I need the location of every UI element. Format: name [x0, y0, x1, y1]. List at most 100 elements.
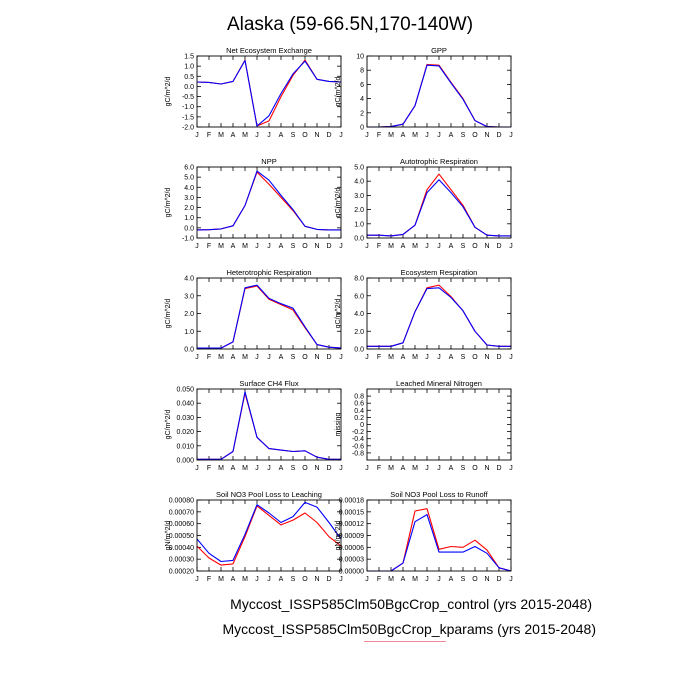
- x-tick-label: J: [509, 132, 513, 139]
- x-tick-label: J: [509, 465, 513, 472]
- x-tick-label: F: [377, 354, 381, 361]
- x-tick-label: F: [207, 576, 211, 583]
- x-tick-label: S: [291, 354, 296, 361]
- panel-5: Heterotrophic Respiration gC/m^2/d 4.0 3.0 2…: [165, 268, 343, 361]
- y-tick-label: -0.4: [352, 436, 364, 443]
- x-tick-label: D: [326, 465, 331, 472]
- y-tick-label: 0.00009: [339, 533, 364, 540]
- y-tick-label: 8.0: [354, 276, 364, 283]
- x-tick-label: O: [472, 243, 478, 250]
- y-tick-label: 0.0: [354, 236, 364, 243]
- x-tick-label: J: [255, 576, 259, 583]
- x-tick-label: M: [242, 354, 248, 361]
- x-tick-label: A: [279, 465, 284, 472]
- y-tick-label: 0.010: [176, 443, 194, 450]
- x-tick-label: J: [509, 576, 513, 583]
- y-tick-label: 2.0: [354, 329, 364, 336]
- text-cursor-underline: [364, 641, 446, 642]
- x-tick-label: O: [472, 576, 478, 583]
- x-tick-label: F: [377, 132, 381, 139]
- y-tick-label: 0.000: [176, 458, 194, 465]
- y-tick-label: 0.00000: [339, 569, 364, 576]
- plot-frame: [196, 277, 342, 350]
- plot-frame: [196, 166, 342, 239]
- y-tick-label: 5.0: [354, 165, 364, 172]
- x-tick-label: N: [484, 465, 489, 472]
- panel-title: Leached Mineral Nitrogen: [396, 379, 482, 388]
- x-tick-label: D: [326, 354, 331, 361]
- x-tick-label: M: [388, 354, 394, 361]
- x-tick-label: J: [195, 132, 199, 139]
- y-tick-label: 4.0: [354, 179, 364, 186]
- x-tick-label: O: [302, 243, 308, 250]
- series-line-kparams: [367, 64, 511, 128]
- x-tick-label: F: [207, 354, 211, 361]
- y-tick-label: 4: [360, 96, 364, 103]
- x-tick-label: J: [509, 354, 513, 361]
- series-line-kparams: [196, 59, 342, 127]
- x-tick-label: S: [461, 576, 466, 583]
- x-tick-label: J: [255, 354, 259, 361]
- x-tick-label: J: [267, 354, 271, 361]
- x-tick-label: S: [291, 576, 296, 583]
- y-tick-label: 0.4: [354, 408, 364, 415]
- x-tick-label: S: [461, 243, 466, 250]
- x-tick-label: M: [242, 576, 248, 583]
- x-tick-label: J: [509, 243, 513, 250]
- x-tick-label: J: [365, 243, 369, 250]
- y-tick-label: 4.0: [354, 311, 364, 318]
- y-tick-label: 0.5: [184, 74, 194, 81]
- x-tick-label: S: [461, 465, 466, 472]
- x-tick-label: J: [195, 354, 199, 361]
- x-tick-label: J: [437, 576, 441, 583]
- series-line-control: [197, 392, 341, 460]
- x-tick-label: D: [496, 132, 501, 139]
- y-tick-label: 0.00030: [169, 557, 194, 564]
- x-tick-label: D: [496, 465, 501, 472]
- y-tick-label: 4.0: [184, 185, 194, 192]
- y-tick-label: 0.00070: [169, 509, 194, 516]
- x-tick-label: D: [326, 132, 331, 139]
- y-tick-label: -0.8: [352, 450, 364, 457]
- x-tick-label: M: [412, 465, 418, 472]
- y-tick-label: 0.00012: [339, 521, 364, 528]
- panel-6: Ecosystem Respiration gC/m^2/d 8.0 6.0 4.0 2.…: [335, 268, 513, 361]
- x-tick-label: D: [496, 354, 501, 361]
- plot-frame: [366, 499, 512, 572]
- panel-7: Surface CH4 Flux gC/m^2/d 0.050 0.040 0.030 0…: [165, 379, 343, 472]
- x-tick-label: A: [279, 576, 284, 583]
- x-tick-label: J: [255, 243, 259, 250]
- y-axis-label: missing: [335, 413, 342, 437]
- plot-frame: [366, 277, 512, 350]
- x-tick-label: M: [388, 132, 394, 139]
- main-title: Alaska (59-66.5N,170-140W): [227, 14, 473, 35]
- x-tick-label: J: [437, 465, 441, 472]
- x-tick-label: D: [496, 243, 501, 250]
- x-tick-label: O: [302, 132, 308, 139]
- panel-title: GPP: [431, 46, 447, 55]
- y-tick-label: -2.0: [182, 125, 194, 132]
- x-tick-label: J: [365, 354, 369, 361]
- plot-frame: [366, 166, 512, 239]
- x-tick-label: F: [207, 132, 211, 139]
- y-axis-label: gN/m^2/d: [335, 521, 342, 551]
- x-tick-label: M: [412, 576, 418, 583]
- y-axis-label: gC/m^2/d: [335, 188, 342, 218]
- x-tick-label: A: [449, 354, 454, 361]
- panel-title: Autotrophic Respiration: [400, 157, 478, 166]
- y-tick-label: 0.2: [354, 415, 364, 422]
- y-tick-label: 0.00015: [339, 509, 364, 516]
- x-tick-label: J: [425, 354, 429, 361]
- x-tick-label: J: [425, 576, 429, 583]
- x-tick-label: O: [472, 465, 478, 472]
- y-tick-label: 0.00080: [169, 498, 194, 505]
- x-tick-label: J: [365, 132, 369, 139]
- panel-8: Leached Mineral Nitrogen missing 0.80.60.4…: [335, 379, 513, 472]
- y-tick-label: 0.00060: [169, 521, 194, 528]
- x-tick-label: A: [449, 465, 454, 472]
- series-line-control: [367, 508, 512, 572]
- x-tick-label: N: [314, 576, 319, 583]
- x-tick-label: M: [412, 243, 418, 250]
- x-tick-label: F: [377, 243, 381, 250]
